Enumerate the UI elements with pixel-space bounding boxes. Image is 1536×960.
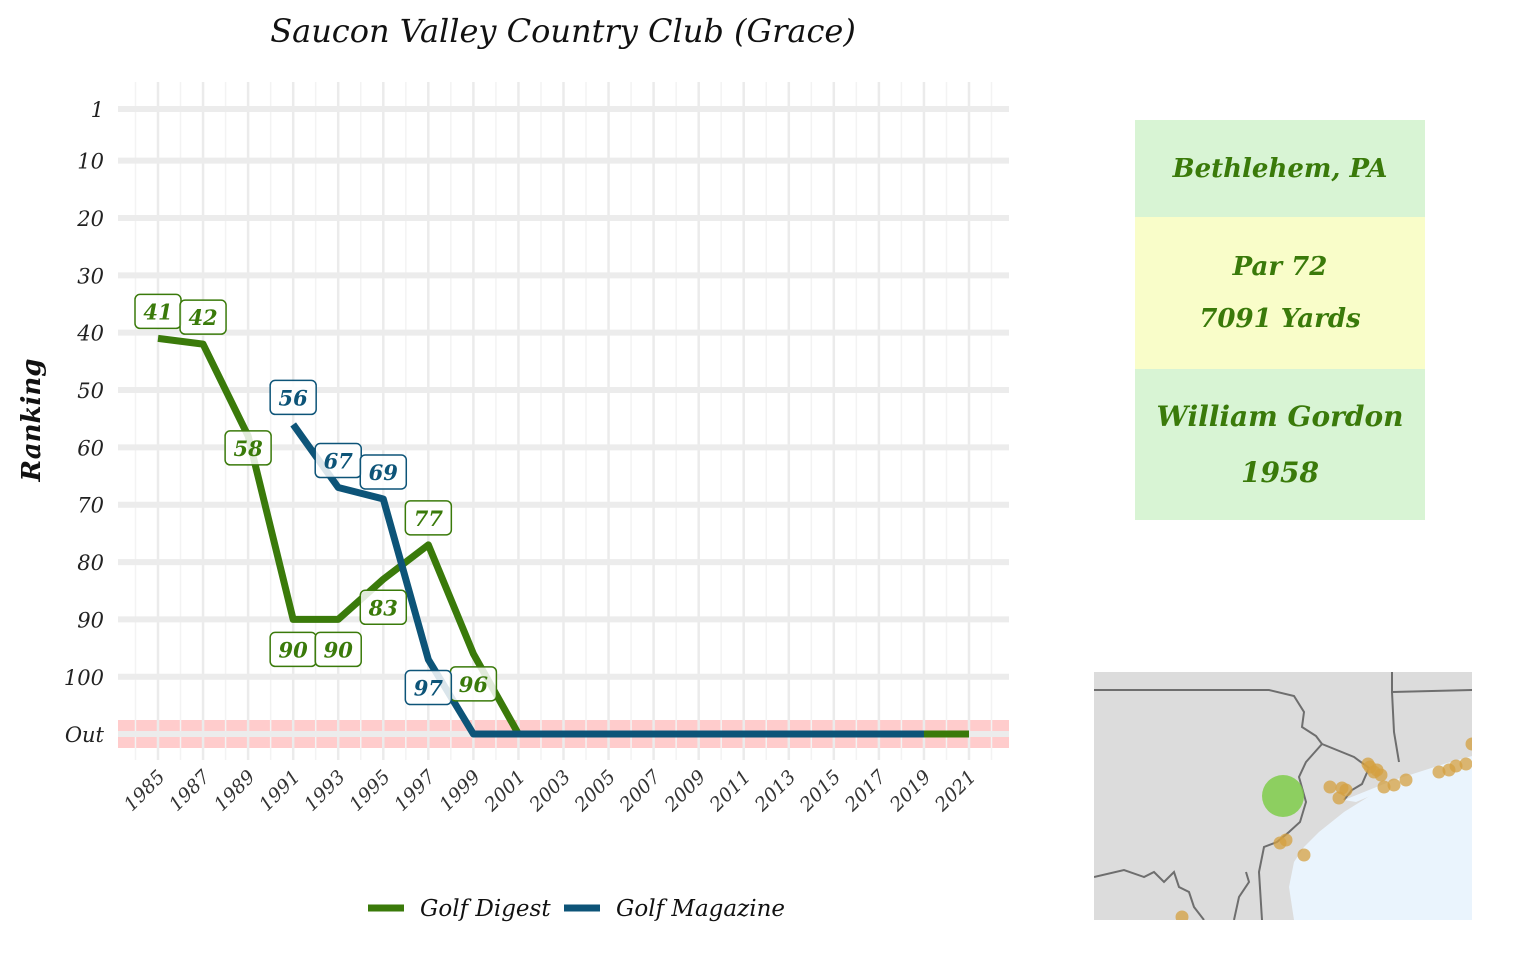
- y-tick-label: 70: [77, 494, 104, 518]
- course-marker: [1465, 737, 1472, 751]
- y-tick-label: 50: [77, 379, 104, 403]
- data-label-text: 41: [143, 299, 172, 324]
- course-marker: [1323, 780, 1337, 794]
- data-label-box: [179, 299, 227, 335]
- x-tick-label: 1991: [255, 766, 305, 816]
- legend-label: Golf Magazine: [616, 896, 785, 922]
- course-par: Par 72: [1232, 252, 1328, 282]
- x-tick-label: 2017: [840, 765, 891, 816]
- data-label: 90: [269, 631, 317, 668]
- y-tick-label: Out: [65, 723, 105, 747]
- location-panel: Bethlehem, PA: [1135, 120, 1425, 217]
- architect-name: William Gordon: [1156, 399, 1404, 433]
- x-tick-label: 2011: [705, 766, 755, 816]
- plot-area: 1102030405060708090100Out198519871989199…: [64, 82, 1009, 816]
- data-label-text: 56: [279, 385, 309, 410]
- x-tick-label: 2003: [525, 766, 575, 816]
- data-label-box: [314, 631, 362, 668]
- highlighted-course-marker: [1262, 775, 1304, 817]
- course-marker: [1297, 848, 1311, 862]
- course-marker: [1339, 783, 1353, 797]
- legend: Golf Digest Golf Magazine: [368, 896, 785, 922]
- data-label: 69: [359, 454, 408, 490]
- x-tick-label: 1987: [165, 765, 215, 815]
- data-label: 42: [179, 299, 227, 335]
- course-marker: [1175, 910, 1189, 920]
- x-tick-label: 1995: [345, 766, 395, 816]
- data-label-box: [359, 589, 408, 626]
- data-label-text: 67: [324, 449, 354, 474]
- map-borders: [1094, 672, 1472, 920]
- x-tick-label: 2005: [570, 766, 620, 816]
- y-tick-label: 90: [77, 608, 104, 632]
- x-tick-label: 1985: [120, 766, 170, 816]
- x-tick-label: 2013: [750, 766, 800, 816]
- chart-title: Saucon Valley Country Club (Grace): [270, 12, 856, 50]
- data-label-text: 69: [369, 460, 399, 485]
- course-yards: 7091 Yards: [1199, 304, 1361, 334]
- data-label: 97: [404, 669, 453, 706]
- x-tick-label: 1997: [390, 765, 440, 815]
- y-tick-label: 30: [77, 264, 104, 288]
- y-tick-label: 40: [76, 322, 104, 346]
- x-tick-label: 2019: [885, 766, 935, 816]
- data-label: 67: [314, 442, 362, 479]
- course-stats-panel: Par 72 7091 Yards: [1135, 217, 1425, 369]
- y-tick-label: 10: [77, 150, 104, 174]
- data-label-text: 90: [279, 637, 309, 662]
- data-label-text: 90: [324, 637, 354, 662]
- course-marker: [1273, 836, 1287, 850]
- course-marker: [1449, 759, 1463, 773]
- data-label: 96: [449, 666, 498, 702]
- data-label-box: [359, 454, 408, 490]
- data-label: 83: [359, 589, 408, 626]
- data-label-text: 83: [368, 595, 398, 620]
- x-tick-label: 1999: [435, 766, 485, 816]
- course-marker: [1459, 757, 1472, 771]
- data-label: 58: [224, 430, 272, 466]
- course-marker: [1377, 780, 1391, 794]
- data-label-text: 77: [414, 506, 444, 531]
- data-label-box: [224, 430, 272, 466]
- x-tick-label: 2001: [480, 766, 530, 816]
- y-tick-label: 60: [77, 436, 104, 460]
- location-map: [1094, 672, 1472, 920]
- architect-panel: William Gordon 1958: [1135, 369, 1425, 520]
- data-label: 56: [269, 379, 317, 416]
- data-label-box: [404, 500, 453, 536]
- x-tick-label: 1989: [210, 766, 260, 816]
- y-axis-label: Ranking: [17, 359, 47, 483]
- course-marker: [1387, 778, 1401, 792]
- data-label-text: 97: [414, 676, 444, 701]
- y-tick-label: 80: [77, 551, 104, 575]
- data-label: 90: [314, 631, 362, 668]
- data-label-text: 96: [459, 672, 489, 697]
- map-course-markers: [1175, 737, 1472, 920]
- map-ocean: [1289, 760, 1472, 920]
- x-tick-label: 1993: [300, 766, 350, 816]
- x-tick-label: 2015: [795, 766, 845, 816]
- architect-year: 1958: [1241, 455, 1319, 489]
- y-tick-label: 20: [76, 207, 104, 231]
- course-marker: [1399, 773, 1413, 787]
- y-tick-label: 100: [64, 666, 104, 690]
- y-tick-label: 1: [91, 98, 104, 122]
- data-label-box: [269, 379, 317, 416]
- course-marker: [1374, 768, 1388, 782]
- data-label: 77: [404, 500, 453, 536]
- course-location: Bethlehem, PA: [1172, 153, 1388, 184]
- course-marker: [1432, 765, 1446, 779]
- data-label-box: [404, 669, 453, 706]
- data-label-text: 42: [188, 305, 217, 330]
- x-tick-label: 2021: [930, 766, 980, 816]
- x-tick-label: 2007: [615, 765, 666, 816]
- data-label: 41: [134, 293, 182, 330]
- legend-label: Golf Digest: [420, 896, 551, 922]
- x-tick-label: 2009: [660, 766, 710, 816]
- data-label-text: 58: [233, 436, 263, 461]
- ranking-chart: Saucon Valley Country Club (Grace) Ranki…: [17, 12, 1009, 922]
